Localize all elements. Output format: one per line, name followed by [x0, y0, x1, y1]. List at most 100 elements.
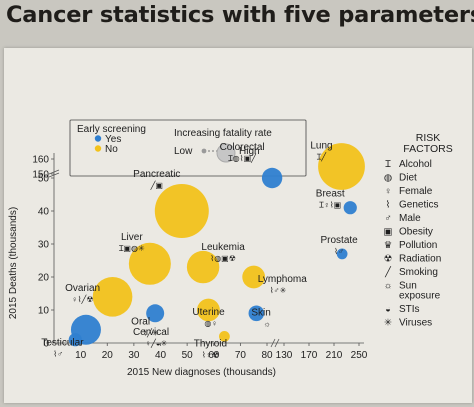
- risk-diet-label: Diet: [399, 173, 417, 184]
- dna-icon: ⌇: [386, 200, 391, 211]
- y-tick-label: 0: [43, 339, 49, 350]
- y-tick-label: 150: [32, 170, 49, 181]
- bubble-colorectal: [261, 167, 283, 189]
- risk-obesity-label: Obesity: [399, 227, 433, 238]
- bubble-breast: [343, 201, 357, 215]
- label-lymphoma: Lymphoma: [258, 274, 308, 285]
- y-tick-label: 40: [38, 207, 50, 218]
- bubble-uterine: [197, 298, 220, 322]
- cigarette-icon: ╱: [384, 265, 392, 278]
- x-tick-label: 30: [128, 350, 140, 361]
- x-tick-label: 170: [301, 350, 318, 361]
- fatality-low-label: Low: [174, 146, 193, 157]
- risk-legend-title-2: FACTORS: [403, 143, 452, 155]
- page-title: Cancer statistics with five parameters: [6, 2, 474, 28]
- icons-lymphoma: ⌇♂✳: [270, 286, 287, 295]
- risk-alcohol-label: Alcohol: [399, 159, 432, 170]
- risk-legend-title-1: RISK: [416, 132, 441, 144]
- label-breast: Breast: [316, 189, 345, 200]
- y-axis-label: 2015 Deaths (thousands): [8, 207, 19, 319]
- diet-icon: ◍: [384, 173, 393, 184]
- icons-lung: Ɪ╱: [317, 152, 327, 162]
- factory-icon: ♛: [384, 240, 393, 251]
- label-oral: Oral: [131, 316, 150, 327]
- obesity-icon: ▣: [384, 227, 393, 238]
- risk-smoking-label: Smoking: [399, 267, 438, 278]
- icons-testicular: ⌇♂: [53, 350, 63, 359]
- risk-sun-exposure-label-2: exposure: [399, 291, 441, 302]
- male-icon: ♂: [384, 213, 391, 224]
- bubble-ovarian: [92, 277, 133, 317]
- y-tick-label: 20: [38, 273, 50, 284]
- label-skin: Skin: [251, 307, 270, 318]
- x-tick-label: 60: [208, 350, 220, 361]
- y-tick-label: 10: [38, 306, 50, 317]
- label-liver: Liver: [121, 232, 143, 243]
- icons-uterine: ◍♀: [204, 319, 217, 328]
- screening-yes-label: Yes: [105, 134, 121, 145]
- screening-no-label: No: [105, 144, 118, 155]
- fatality-legend-title: Increasing fatality rate: [174, 128, 272, 139]
- glass-icon: Ɪ: [385, 159, 391, 170]
- label-colorectal: Colorectal: [220, 142, 265, 153]
- label-prostate: Prostate: [321, 235, 359, 246]
- sti-icon: ◒: [385, 304, 391, 315]
- x-tick-label: 50: [182, 350, 194, 361]
- x-axis-label: 2015 New diagnoses (thousands): [127, 367, 276, 378]
- icons-leukemia: ⌇◍▣☢: [210, 254, 236, 263]
- icons-prostate: ⌇♂: [334, 247, 344, 256]
- label-leukemia: Leukemia: [201, 242, 245, 253]
- legend-frame: [69, 119, 307, 177]
- sun-icon: ☼: [384, 281, 393, 292]
- bubble-thyroid: [219, 331, 230, 342]
- icons-thyroid: ⌇♀☢: [202, 350, 219, 359]
- bubble-oral: [146, 304, 165, 323]
- radiation-icon: ☢: [384, 254, 393, 265]
- x-tick-label: 130: [276, 350, 293, 361]
- risk-male-label: Male: [399, 213, 421, 224]
- bubble-leukemia: [186, 250, 220, 284]
- bubble-liver: [128, 242, 171, 285]
- risk-female-label: Female: [399, 186, 433, 197]
- label-uterine: Uterine: [192, 307, 225, 318]
- axes: 10 20 30 40 50 60 70 80 130 170 210 250010203040501…: [8, 153, 368, 378]
- label-cervical: Cervical: [133, 327, 169, 338]
- risk-pollution-label: Pollution: [399, 240, 437, 251]
- bubble-chart: 10 20 30 40 50 60 70 80 130 170 210 250010203040501…: [8, 119, 453, 378]
- chart-sheet: 10 20 30 40 50 60 70 80 130 170 210 250 0 10 20 30 40 50 1…: [4, 48, 472, 403]
- bubbles: [68, 143, 365, 347]
- icons-cervical: ♀╱◒✳: [145, 338, 168, 348]
- risk-stis-label: STIs: [399, 304, 420, 315]
- icons-colorectal: Ɪ◍⌇▣╱: [228, 153, 257, 163]
- bubble-lymphoma: [242, 265, 266, 289]
- x-axis-break: [270, 338, 280, 348]
- y-tick-label: 160: [32, 155, 49, 166]
- icons-skin: ☼: [263, 319, 270, 328]
- bubble-pancreatic: [154, 184, 209, 238]
- female-icon: ♀: [384, 186, 391, 197]
- x-tick-label: 80: [261, 350, 273, 361]
- screening-yes-swatch: [94, 135, 102, 142]
- x-tick-label: 40: [155, 350, 167, 361]
- x-tick-label: 70: [235, 350, 247, 361]
- x-tick-label: 210: [326, 350, 343, 361]
- screening-legend-title: Early screening: [77, 124, 146, 135]
- x-tick-label: 20: [102, 350, 114, 361]
- fatality-high-label: High: [239, 146, 260, 157]
- label-testicular: Testicular: [41, 338, 84, 349]
- icons-pancreatic: ╱▣: [150, 180, 163, 190]
- screening-no-swatch: [94, 145, 102, 152]
- icons-oral: ⌇╱✳: [143, 327, 159, 337]
- icons-breast: Ɪ♀⌇▣: [319, 201, 341, 210]
- bubble-prostate: [336, 248, 348, 260]
- icons-liver: Ɪ▣◍✳: [119, 244, 145, 253]
- label-ovarian: Ovarian: [65, 283, 100, 294]
- virus-icon: ✳: [384, 318, 392, 329]
- risk-sun-exposure-label-1: Sun: [399, 281, 417, 292]
- risk-radiation-label: Radiation: [399, 254, 441, 265]
- y-tick-label: 50: [38, 174, 50, 185]
- y-axis-break: [48, 169, 60, 178]
- y-tick-label: 30: [38, 240, 50, 251]
